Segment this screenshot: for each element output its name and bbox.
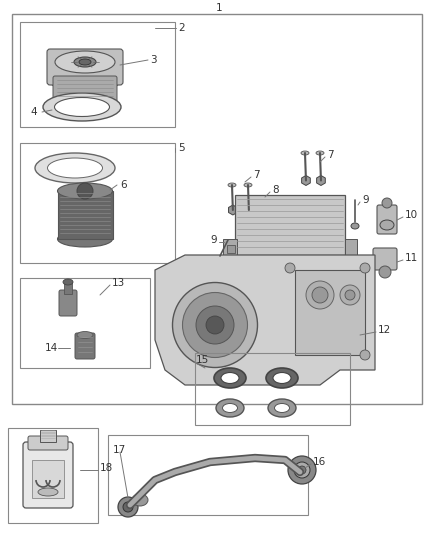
Polygon shape — [302, 175, 310, 185]
Text: 10: 10 — [405, 210, 418, 220]
Ellipse shape — [221, 373, 239, 384]
Ellipse shape — [50, 66, 120, 94]
Ellipse shape — [63, 279, 73, 285]
Text: 5: 5 — [178, 143, 185, 153]
Text: 9: 9 — [362, 195, 369, 205]
Ellipse shape — [268, 399, 296, 417]
Ellipse shape — [273, 373, 291, 384]
Ellipse shape — [206, 316, 224, 334]
Circle shape — [77, 183, 93, 199]
Ellipse shape — [183, 293, 247, 358]
Bar — [108, 435, 308, 515]
Ellipse shape — [74, 57, 96, 67]
Bar — [295, 270, 365, 355]
Ellipse shape — [301, 151, 309, 155]
Bar — [345, 239, 357, 255]
Ellipse shape — [57, 183, 113, 199]
Bar — [32, 460, 64, 498]
Ellipse shape — [173, 282, 258, 367]
Ellipse shape — [380, 220, 394, 230]
FancyBboxPatch shape — [53, 76, 117, 102]
Polygon shape — [317, 175, 325, 185]
Circle shape — [118, 497, 138, 517]
Ellipse shape — [77, 332, 93, 338]
Circle shape — [340, 285, 360, 305]
Ellipse shape — [55, 51, 115, 73]
Text: 7: 7 — [253, 170, 260, 180]
Text: 2: 2 — [178, 23, 185, 33]
Circle shape — [360, 350, 370, 360]
Ellipse shape — [47, 158, 102, 178]
Bar — [20, 143, 175, 263]
Bar — [12, 14, 422, 404]
Ellipse shape — [214, 368, 246, 388]
Polygon shape — [244, 205, 253, 215]
Ellipse shape — [79, 59, 91, 65]
Bar — [227, 245, 235, 253]
Circle shape — [123, 502, 133, 512]
Ellipse shape — [316, 151, 324, 155]
Ellipse shape — [244, 183, 252, 187]
Text: 1: 1 — [215, 3, 223, 13]
Text: 18: 18 — [100, 463, 113, 473]
Bar — [20, 22, 175, 127]
FancyBboxPatch shape — [377, 205, 397, 234]
Ellipse shape — [223, 403, 237, 413]
Ellipse shape — [351, 223, 359, 229]
Ellipse shape — [216, 399, 244, 417]
Text: 16: 16 — [313, 457, 326, 467]
FancyBboxPatch shape — [59, 290, 77, 316]
Bar — [40, 430, 56, 442]
Ellipse shape — [57, 231, 113, 247]
Text: 11: 11 — [405, 253, 418, 263]
Text: 4: 4 — [30, 107, 37, 117]
Bar — [64, 282, 72, 294]
Ellipse shape — [54, 98, 110, 117]
Text: 15: 15 — [196, 355, 209, 365]
Ellipse shape — [132, 494, 148, 506]
Circle shape — [312, 287, 328, 303]
Polygon shape — [229, 205, 237, 215]
Text: 17: 17 — [113, 445, 126, 455]
Text: 9: 9 — [210, 235, 217, 245]
Ellipse shape — [35, 153, 115, 183]
Text: 14: 14 — [45, 343, 58, 353]
Ellipse shape — [266, 368, 298, 388]
FancyBboxPatch shape — [373, 248, 397, 270]
FancyBboxPatch shape — [75, 333, 95, 359]
Bar — [223, 239, 237, 255]
Ellipse shape — [216, 257, 224, 263]
Text: 12: 12 — [378, 325, 391, 335]
Bar — [20, 278, 150, 368]
Ellipse shape — [43, 93, 121, 121]
Circle shape — [298, 466, 306, 474]
Text: 8: 8 — [272, 185, 279, 195]
Text: 13: 13 — [112, 278, 125, 288]
Text: 7: 7 — [327, 150, 334, 160]
Circle shape — [379, 266, 391, 278]
Circle shape — [382, 198, 392, 208]
Bar — [58, 191, 113, 239]
Text: 6: 6 — [120, 180, 127, 190]
Circle shape — [360, 263, 370, 273]
Circle shape — [285, 263, 295, 273]
Ellipse shape — [38, 488, 58, 496]
Circle shape — [345, 290, 355, 300]
Text: 3: 3 — [150, 55, 157, 65]
Bar — [8, 428, 98, 523]
Ellipse shape — [228, 183, 236, 187]
FancyBboxPatch shape — [28, 436, 68, 450]
FancyBboxPatch shape — [23, 442, 73, 508]
Bar — [235, 195, 345, 255]
Circle shape — [288, 456, 316, 484]
Ellipse shape — [196, 306, 234, 344]
Circle shape — [306, 281, 334, 309]
Circle shape — [294, 462, 310, 478]
FancyBboxPatch shape — [47, 49, 123, 85]
Polygon shape — [155, 255, 375, 385]
Bar — [195, 353, 350, 425]
Ellipse shape — [275, 403, 290, 413]
